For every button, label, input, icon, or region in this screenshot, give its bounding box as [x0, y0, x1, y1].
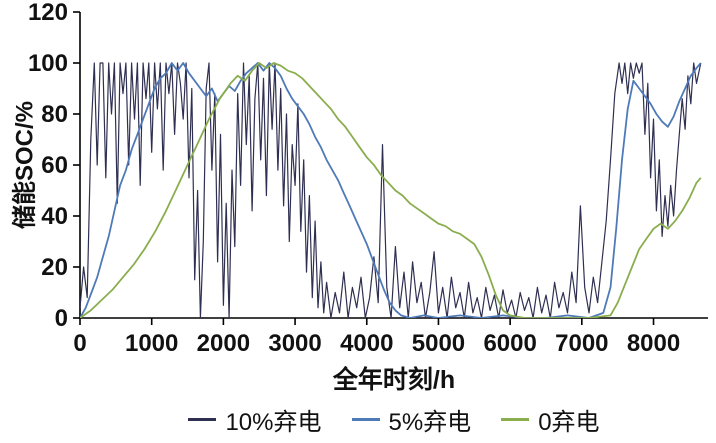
legend-line-swatch	[351, 418, 380, 421]
y-tick-label: 40	[41, 203, 68, 230]
legend-item-0: 10%弃电	[188, 402, 322, 437]
y-tick-label: 20	[41, 254, 68, 281]
legend-item-2: 0弃电	[501, 402, 600, 437]
series-line-1	[80, 62, 702, 318]
y-tick-label: 0	[55, 305, 68, 332]
legend-label: 0弃电	[538, 409, 600, 436]
y-tick-label: 100	[28, 50, 68, 77]
legend-label: 5%弃电	[388, 409, 472, 436]
x-tick-label: 3000	[268, 330, 321, 357]
x-tick-label: 0	[73, 330, 86, 357]
legend-item-1: 5%弃电	[351, 402, 472, 437]
x-tick-label: 5000	[412, 330, 465, 357]
series-line-0	[80, 62, 702, 318]
legend: 10%弃电 5%弃电 0弃电	[80, 402, 708, 437]
x-tick-label: 8000	[627, 330, 680, 357]
y-tick-label: 80	[41, 101, 68, 128]
y-axis-title: 储能SOC/%	[11, 100, 39, 230]
x-tick-label: 4000	[340, 330, 393, 357]
legend-line-swatch	[188, 418, 217, 421]
legend-line-swatch	[501, 418, 530, 421]
x-tick-label: 6000	[483, 330, 536, 357]
x-tick-label: 2000	[197, 330, 250, 357]
x-axis-title: 全年时刻/h	[332, 366, 456, 394]
legend-label: 10%弃电	[225, 409, 322, 436]
y-tick-label: 60	[41, 152, 68, 179]
x-tick-label: 1000	[125, 330, 178, 357]
x-tick-label: 7000	[555, 330, 608, 357]
series-line-2	[80, 62, 702, 318]
y-tick-label: 120	[28, 0, 68, 26]
